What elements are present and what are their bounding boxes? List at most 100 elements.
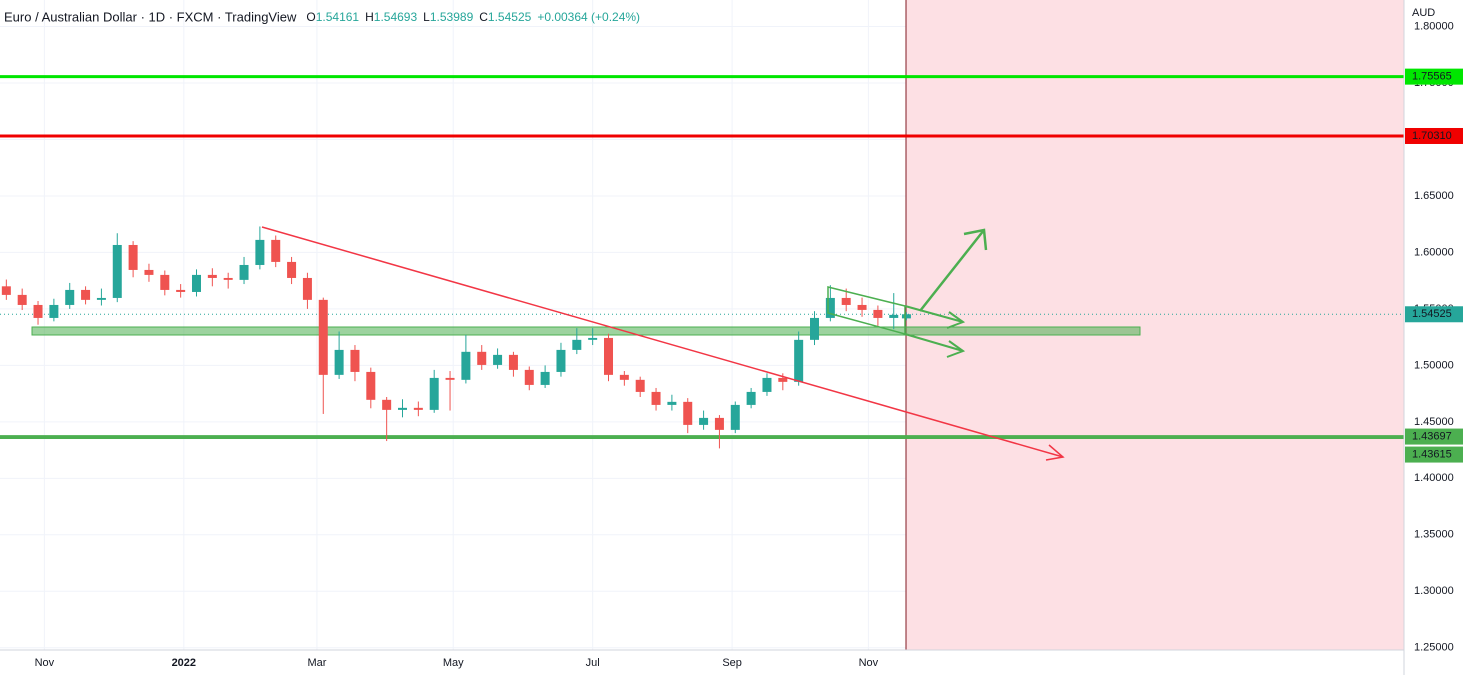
candle-body bbox=[255, 239, 265, 265]
candle-body bbox=[160, 274, 170, 290]
level-label-bg bbox=[1405, 127, 1463, 144]
candle-body bbox=[619, 374, 629, 380]
trend-line bbox=[261, 226, 1064, 458]
ohlc-value: 1.54693 bbox=[374, 10, 418, 24]
level-label-bg bbox=[1405, 446, 1463, 463]
candle-body bbox=[588, 337, 598, 340]
arrow bbox=[919, 229, 985, 312]
candle-body bbox=[651, 391, 661, 405]
candle-body bbox=[714, 417, 724, 430]
y-tick-label: 1.25000 bbox=[1414, 642, 1454, 654]
candle-body bbox=[873, 309, 883, 318]
candle-body bbox=[762, 377, 772, 392]
levels bbox=[0, 75, 1404, 439]
candle-body bbox=[17, 294, 27, 305]
ohlc-key: H bbox=[365, 10, 374, 24]
candle-body bbox=[730, 404, 740, 430]
candle-body bbox=[572, 339, 582, 350]
y-tick-label: 1.50000 bbox=[1414, 359, 1454, 371]
arrow bbox=[904, 333, 964, 352]
candle-body bbox=[96, 297, 106, 300]
candle-body bbox=[477, 351, 487, 365]
candle-body bbox=[398, 407, 408, 410]
axis-labels: 1.25000 1.30000 1.35000 1.40000 1.45000 1.500… bbox=[35, 20, 1463, 669]
arrow-head bbox=[963, 228, 988, 251]
candle-body bbox=[699, 417, 709, 425]
level-label: 1.70310 bbox=[1412, 130, 1452, 142]
candle-body bbox=[413, 407, 423, 410]
candle-body bbox=[445, 377, 455, 380]
candle-body bbox=[683, 401, 693, 425]
level-label: 1.75565 bbox=[1412, 71, 1452, 83]
candle-body bbox=[508, 354, 518, 370]
arrow-head bbox=[946, 311, 966, 329]
candle-body bbox=[176, 289, 186, 292]
candle-body bbox=[366, 371, 376, 400]
candle-body bbox=[540, 371, 550, 385]
candle-body bbox=[318, 299, 328, 375]
ohlc-value: 1.54161 bbox=[316, 10, 360, 24]
arrow-head bbox=[1045, 444, 1065, 461]
candle-body bbox=[746, 391, 756, 405]
candle-body bbox=[128, 244, 138, 270]
candle-body bbox=[33, 304, 43, 318]
arrow bbox=[904, 305, 964, 323]
time-axis bbox=[0, 650, 1404, 675]
arrow-head bbox=[946, 340, 966, 358]
candle-body bbox=[271, 239, 281, 262]
chart-title: Euro / Australian Dollar · 1D · FXCM · T… bbox=[4, 9, 297, 24]
level-label-bg bbox=[1405, 68, 1463, 85]
y-tick-label: 1.30000 bbox=[1414, 585, 1454, 597]
candle-body bbox=[901, 314, 911, 319]
y-tick-label: 1.45000 bbox=[1414, 416, 1454, 428]
candle-body bbox=[429, 377, 439, 410]
y-tick-label: 1.60000 bbox=[1414, 246, 1454, 258]
candle-body bbox=[794, 339, 804, 382]
candle-body bbox=[191, 274, 201, 292]
candle-body bbox=[635, 379, 645, 392]
candles bbox=[1, 226, 911, 449]
level-label: 1.43615 bbox=[1412, 448, 1452, 460]
candle-body bbox=[556, 349, 566, 372]
drawings bbox=[261, 226, 1065, 461]
candle-body bbox=[334, 349, 344, 375]
candle-body bbox=[841, 297, 851, 305]
candle-body bbox=[493, 354, 503, 365]
candle-body bbox=[524, 369, 534, 385]
future-zone bbox=[906, 0, 1404, 650]
y-tick-label: 1.65000 bbox=[1414, 190, 1454, 202]
support-zone bbox=[31, 326, 1141, 336]
candle-body bbox=[889, 314, 899, 318]
ohlc-key: C bbox=[479, 10, 488, 24]
ohlc-key: O bbox=[306, 10, 315, 24]
price-axis bbox=[1404, 0, 1464, 675]
header: Euro / Australian Dollar · 1D · FXCM · T… bbox=[4, 9, 640, 24]
x-tick-label: 2022 bbox=[172, 657, 196, 669]
candle-body bbox=[49, 304, 59, 318]
y-tick-label: 1.35000 bbox=[1414, 529, 1454, 541]
ohlc-key: L bbox=[423, 10, 430, 24]
x-tick-label: May bbox=[443, 657, 464, 669]
last-price-label: 1.54525 bbox=[1412, 308, 1452, 320]
candle-body bbox=[825, 297, 835, 318]
ohlc-value: 1.53989 bbox=[430, 10, 474, 24]
candle-body bbox=[667, 401, 677, 405]
candle-body bbox=[778, 377, 788, 382]
candle-body bbox=[810, 317, 820, 340]
unit-label: AUD bbox=[1412, 7, 1435, 19]
candle-body bbox=[350, 349, 360, 372]
x-tick-label: Jul bbox=[586, 657, 600, 669]
level-label-bg bbox=[1405, 428, 1463, 445]
level-label: 1.43697 bbox=[1412, 430, 1452, 442]
last-price-bg bbox=[1405, 306, 1463, 323]
x-tick-label: Nov bbox=[859, 657, 879, 669]
candle-body bbox=[223, 277, 233, 280]
x-tick-label: Sep bbox=[722, 657, 742, 669]
y-tick-label: 1.40000 bbox=[1414, 472, 1454, 484]
candle-body bbox=[81, 289, 91, 300]
candle-body bbox=[857, 304, 867, 310]
x-tick-label: Mar bbox=[307, 657, 326, 669]
candle-body bbox=[65, 289, 75, 305]
